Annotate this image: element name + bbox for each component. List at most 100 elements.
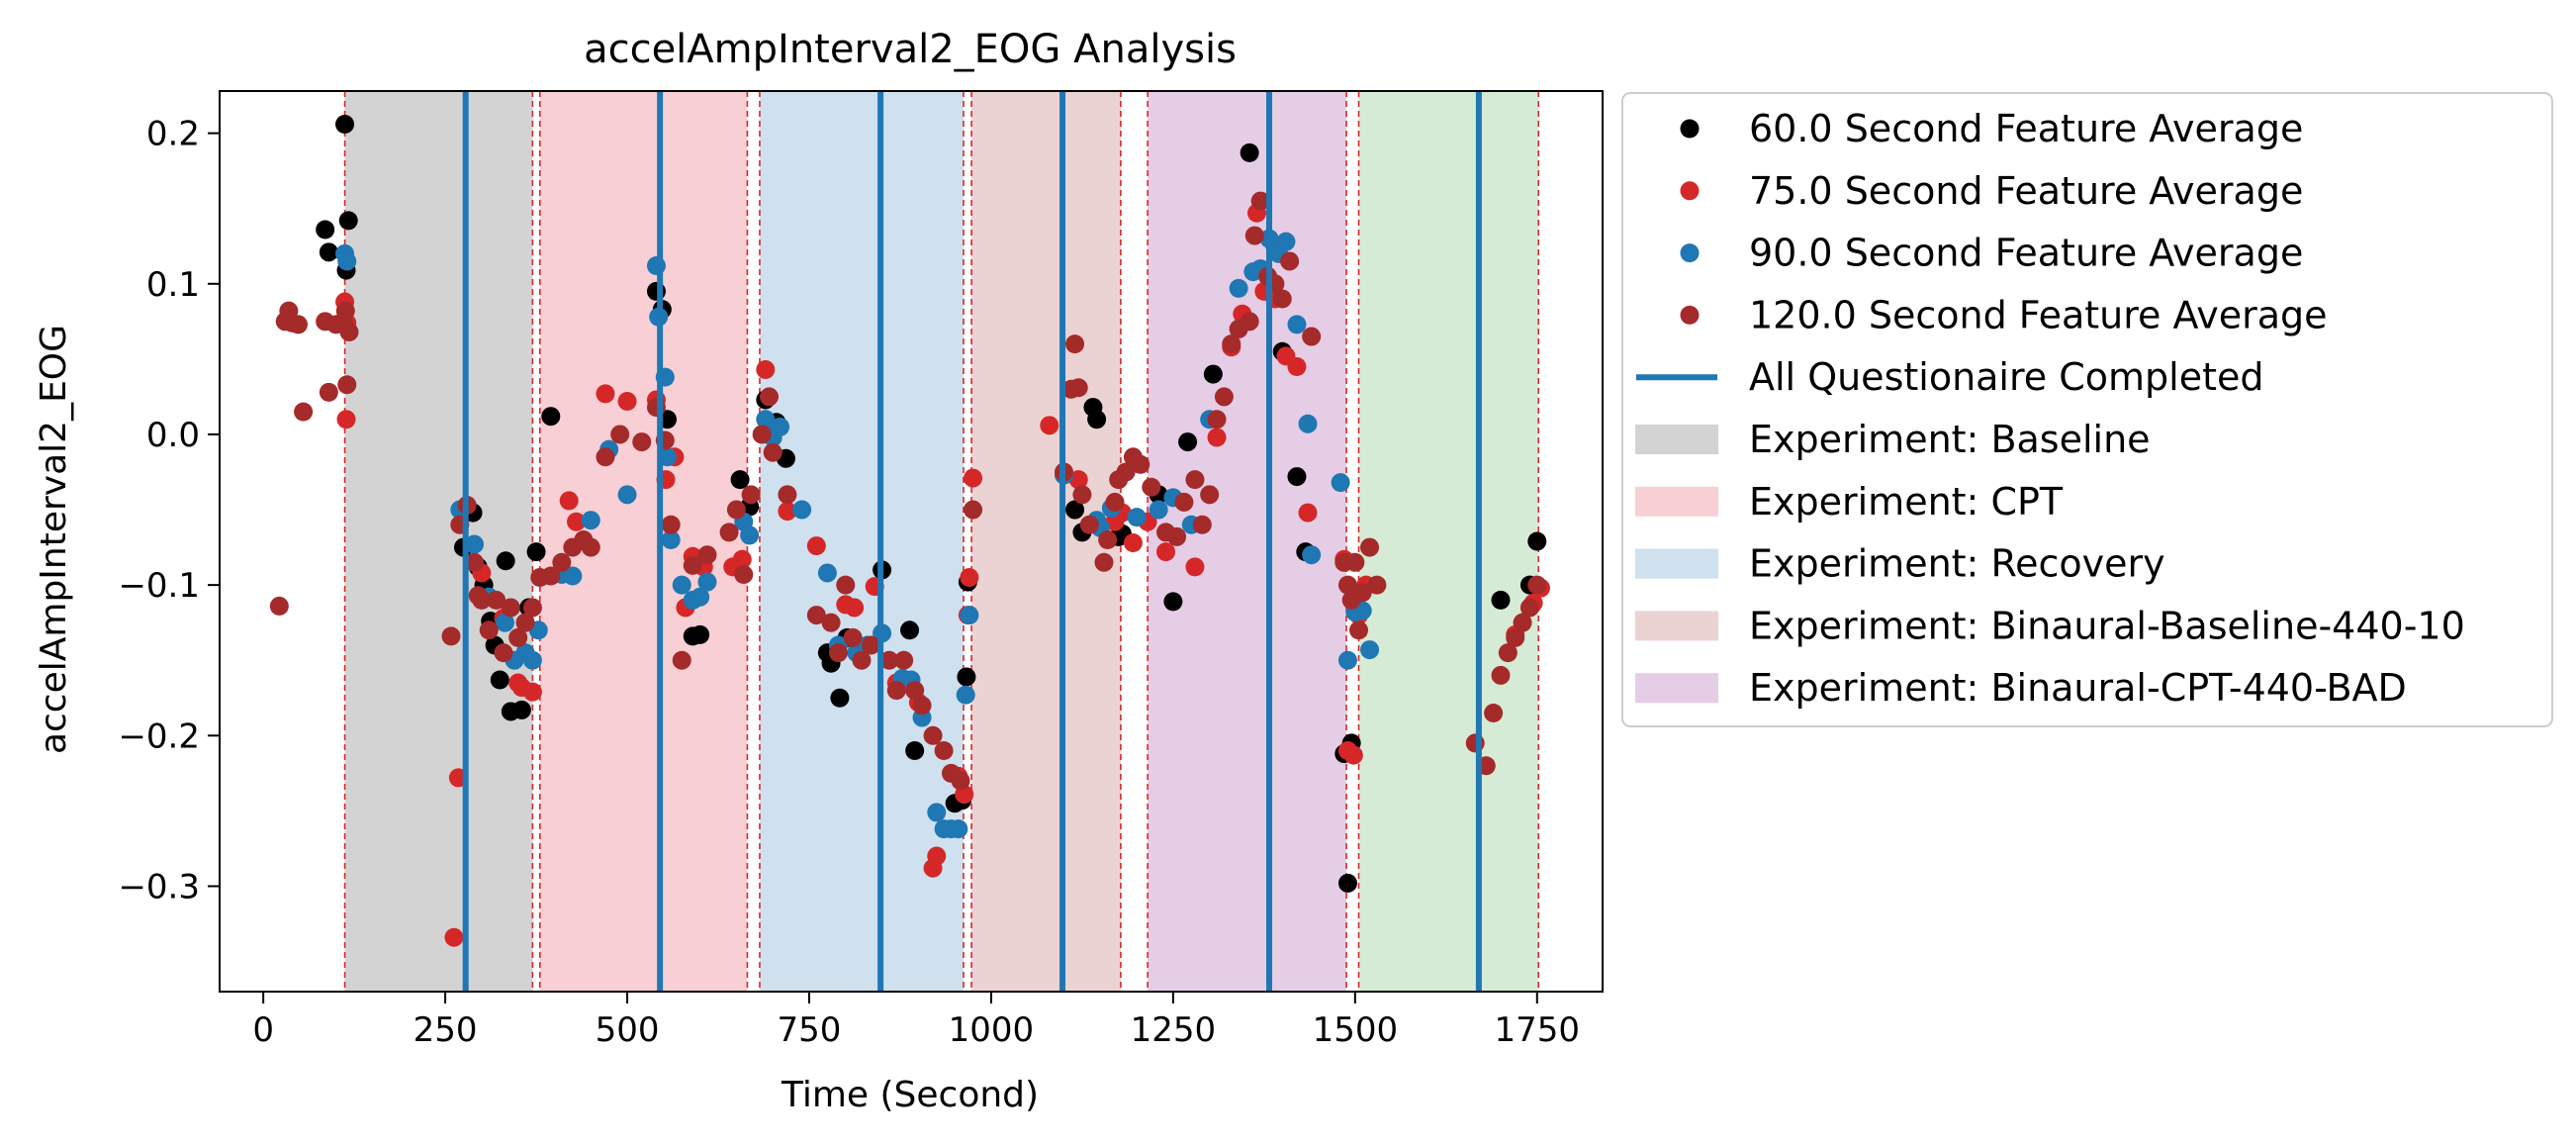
data-point	[1200, 485, 1220, 505]
data-point	[335, 114, 355, 134]
legend-marker	[1680, 243, 1700, 263]
data-point	[817, 563, 837, 583]
data-point	[752, 425, 772, 444]
data-point	[905, 741, 925, 761]
data-point	[1349, 621, 1369, 640]
data-point	[1519, 598, 1539, 618]
legend-label: All Questionaire Completed	[1749, 355, 2264, 399]
data-point	[1331, 473, 1350, 493]
data-point	[672, 575, 691, 595]
experiment-region-3	[971, 91, 1121, 992]
data-point	[1079, 515, 1099, 534]
data-point	[338, 211, 358, 231]
questionnaire-lines	[462, 91, 1482, 992]
data-point	[1229, 278, 1248, 298]
data-point	[316, 220, 335, 239]
data-point	[960, 568, 979, 588]
data-point	[1167, 526, 1187, 546]
experiment-region-5	[1358, 91, 1539, 992]
x-tick-label: 0	[252, 1010, 274, 1050]
legend-item: Experiment: Binaural-CPT-440-BAD	[1635, 666, 2407, 710]
chart-title: accelAmpInterval2_EOG Analysis	[584, 27, 1237, 72]
x-tick-label: 750	[778, 1010, 842, 1050]
data-point	[567, 512, 587, 531]
plot-area	[219, 90, 1604, 993]
data-point	[1337, 575, 1357, 595]
legend-label: Experiment: Baseline	[1749, 418, 2151, 461]
legend-label: Experiment: Recovery	[1749, 542, 2165, 586]
data-point	[444, 927, 464, 947]
data-point	[1250, 191, 1270, 211]
y-tick-label: 0.1	[146, 265, 200, 305]
legend-patch	[1635, 486, 1718, 517]
data-point	[845, 598, 865, 618]
y-tick-label: −0.2	[118, 716, 200, 756]
legend-item: 90.0 Second Feature Average	[1680, 232, 2303, 275]
data-point	[1287, 356, 1307, 376]
data-point	[1484, 703, 1504, 722]
data-point	[1302, 545, 1322, 565]
data-point	[852, 650, 872, 670]
data-point	[1298, 503, 1318, 523]
data-point	[927, 803, 947, 822]
data-point	[690, 624, 710, 644]
legend-item: Experiment: CPT	[1635, 480, 2064, 524]
data-point	[1506, 627, 1525, 647]
data-point	[1116, 462, 1136, 482]
data-point	[1360, 537, 1380, 557]
data-point	[1240, 312, 1259, 332]
data-point	[465, 534, 485, 554]
data-point	[541, 566, 561, 586]
data-point	[1142, 477, 1161, 497]
data-point	[949, 819, 968, 839]
x-tick-label: 1500	[1313, 1010, 1399, 1050]
data-point	[465, 552, 485, 572]
data-point	[596, 384, 615, 404]
data-point	[879, 650, 899, 670]
data-point	[617, 391, 637, 411]
data-point	[337, 375, 357, 395]
data-point	[778, 502, 797, 522]
legend-label: 90.0 Second Feature Average	[1749, 232, 2303, 275]
legend-patch	[1635, 611, 1718, 641]
data-point	[1491, 665, 1511, 685]
data-point	[1272, 289, 1292, 309]
x-tick-label: 500	[596, 1010, 660, 1050]
data-point	[495, 613, 514, 632]
data-point	[1123, 533, 1143, 553]
data-point	[862, 635, 881, 655]
legend-frame	[1621, 92, 2553, 727]
data-point	[726, 500, 746, 520]
data-point	[1214, 387, 1234, 407]
data-point	[1491, 590, 1511, 610]
y-axis: 0.2 0.1 0.0 −0.1 −0.2 −0.3	[118, 115, 220, 907]
legend-patch	[1635, 673, 1718, 704]
data-point	[760, 387, 780, 407]
data-point	[697, 545, 717, 565]
data-point	[336, 410, 356, 430]
legend-item: 75.0 Second Feature Average	[1680, 169, 2303, 213]
legend-item: All Questionaire Completed	[1636, 355, 2264, 399]
data-point	[494, 643, 513, 663]
experiment-region-0	[344, 91, 533, 992]
legend-item: 120.0 Second Feature Average	[1680, 293, 2328, 336]
legend-patch	[1635, 425, 1718, 454]
data-point	[1244, 226, 1264, 245]
data-point	[905, 681, 925, 701]
data-point	[1156, 542, 1176, 562]
data-point	[541, 407, 561, 427]
data-point	[1513, 613, 1532, 632]
data-point	[690, 587, 710, 607]
data-point	[741, 485, 761, 505]
data-point	[1149, 500, 1168, 520]
data-point	[1352, 583, 1372, 603]
data-point	[294, 402, 314, 422]
data-point	[319, 242, 338, 262]
data-point	[661, 529, 681, 549]
data-point	[806, 536, 826, 556]
data-point	[1094, 552, 1114, 572]
data-point	[1127, 508, 1147, 527]
data-point	[1040, 416, 1059, 435]
data-point	[912, 696, 932, 716]
